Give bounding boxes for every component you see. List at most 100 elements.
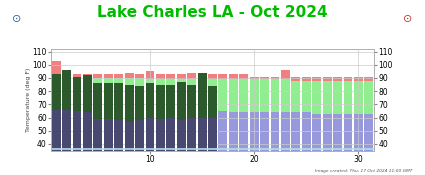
Bar	[208, 86, 217, 118]
Bar	[323, 114, 332, 139]
Bar	[167, 85, 175, 118]
Bar	[281, 112, 290, 139]
Bar	[281, 79, 290, 112]
Bar	[62, 110, 71, 139]
Bar	[239, 112, 248, 139]
Bar	[52, 110, 61, 139]
Bar	[218, 139, 227, 150]
Bar	[292, 81, 300, 112]
Bar	[250, 112, 258, 139]
Bar	[281, 139, 290, 150]
Bar	[83, 74, 92, 78]
Bar	[323, 81, 332, 114]
Bar	[125, 78, 133, 110]
Bar	[52, 139, 61, 150]
Bar	[229, 139, 238, 150]
Bar	[333, 139, 342, 150]
Bar	[94, 119, 102, 150]
Bar	[52, 74, 61, 110]
Bar	[135, 111, 144, 139]
Bar	[94, 83, 102, 119]
Bar	[208, 139, 217, 150]
Bar	[354, 114, 363, 139]
Bar	[343, 139, 352, 150]
Bar	[145, 139, 154, 150]
Bar	[187, 118, 196, 150]
Bar	[354, 77, 363, 81]
Bar	[271, 79, 280, 112]
Bar	[292, 112, 300, 139]
Bar	[52, 78, 61, 110]
Bar	[167, 139, 175, 150]
Bar	[104, 74, 113, 78]
Bar	[104, 78, 113, 110]
Bar	[271, 112, 280, 139]
Bar	[312, 114, 321, 139]
Bar	[177, 111, 186, 139]
Bar	[83, 75, 92, 112]
Bar	[302, 81, 311, 112]
Bar	[125, 85, 133, 121]
Bar	[94, 110, 102, 139]
Bar	[292, 77, 300, 81]
Bar	[187, 85, 196, 118]
Text: ⊙: ⊙	[12, 14, 22, 24]
Bar	[125, 139, 133, 150]
Bar	[167, 74, 175, 79]
Bar	[302, 77, 311, 81]
Bar	[281, 70, 290, 79]
Bar	[364, 148, 373, 150]
Bar	[260, 79, 269, 112]
Bar	[177, 82, 186, 120]
Bar	[354, 139, 363, 150]
Bar	[114, 78, 123, 110]
Bar	[343, 81, 352, 114]
Bar	[52, 61, 61, 78]
Bar	[260, 112, 269, 139]
Bar	[135, 139, 144, 150]
Bar	[167, 111, 175, 139]
Bar	[292, 139, 300, 150]
Bar	[73, 74, 82, 78]
Bar	[73, 111, 82, 150]
Text: Image created: Thu, 17 Oct 2024 11:00 GMT: Image created: Thu, 17 Oct 2024 11:00 GM…	[315, 169, 412, 173]
Bar	[114, 83, 123, 120]
Bar	[62, 71, 71, 78]
Bar	[333, 114, 342, 139]
Bar	[208, 74, 217, 79]
Bar	[239, 79, 248, 112]
Bar	[135, 86, 144, 120]
Bar	[198, 118, 207, 150]
Bar	[312, 81, 321, 114]
Bar	[177, 120, 186, 150]
Bar	[218, 111, 227, 139]
Bar	[198, 79, 207, 111]
Bar	[94, 139, 102, 150]
Text: ⊙: ⊙	[403, 14, 413, 24]
Bar	[156, 85, 165, 119]
Bar	[125, 110, 133, 139]
Bar	[73, 110, 82, 139]
Bar	[229, 74, 238, 79]
Bar	[312, 77, 321, 81]
Bar	[167, 79, 175, 111]
Bar	[323, 77, 332, 81]
Bar	[208, 79, 217, 111]
Bar	[73, 78, 82, 110]
Bar	[354, 81, 363, 114]
Bar	[187, 79, 196, 111]
Bar	[156, 111, 165, 139]
Bar	[156, 74, 165, 79]
Bar	[62, 70, 71, 110]
Bar	[198, 139, 207, 150]
Bar	[333, 77, 342, 81]
Bar	[62, 139, 71, 150]
Bar	[94, 78, 102, 110]
Bar	[250, 139, 258, 150]
Bar	[260, 139, 269, 150]
Bar	[104, 83, 113, 119]
Bar	[250, 77, 258, 79]
Bar	[125, 73, 133, 78]
Bar	[229, 79, 238, 112]
Bar	[156, 139, 165, 150]
